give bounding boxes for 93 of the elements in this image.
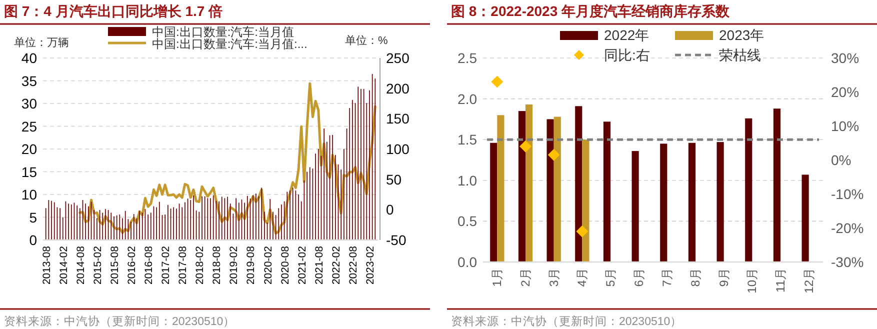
bar [773,108,780,262]
y-axis-title: 单位：万辆 [14,36,69,49]
legend-label: 中国:出口数量:汽车:当月值 [152,25,294,39]
bar [716,142,724,262]
y2-axis-title: 单位：% [345,34,388,47]
y2-tick-label: 0 [386,202,394,218]
x-tick-label: 2014-02 [58,246,70,285]
x-tick-label: 2018-02 [194,246,206,285]
chart-title: 图 7：4 月汽车出口同比增长 1.7 倍 [4,3,223,19]
legend-label: 荣枯线 [719,47,761,63]
bar [575,106,582,262]
bar [518,111,526,262]
x-tick-label: 2014-08 [74,246,87,285]
bar [745,118,752,262]
x-tick-label: 2016-02 [126,246,138,285]
x-tick-label: 2020-08 [279,246,292,285]
x-tick-label: 2020-02 [262,246,274,285]
bar [688,142,696,262]
x-tick-label: 2015-02 [92,246,104,285]
y2-tick-label: 0% [831,152,852,168]
y-tick-label: 20 [21,141,38,157]
y-tick-label: 40 [21,50,38,66]
bar [546,119,554,262]
x-tick-label: 10月 [745,268,760,294]
bar [490,142,498,262]
y-tick-label: 5 [29,209,38,226]
y2-tick-label: 100 [386,141,410,157]
y-tick-label: 15 [21,164,38,180]
y-tick-label: 0.5 [458,213,478,230]
x-tick-label: 2017-02 [160,246,172,285]
y-tick-label: 35 [21,72,38,89]
y2-tick-label: 10% [831,118,860,134]
x-tick-label: 2023-02 [364,246,376,285]
x-tick-label: 6月 [632,268,646,287]
y2-tick-label: 250 [386,50,410,66]
bar [497,115,504,262]
x-tick-label: 2017-08 [177,246,190,285]
x-tick-label: 12月 [802,268,816,294]
y2-tick-label: 200 [386,80,410,96]
y2-tick-label: -10% [831,186,864,202]
x-tick-label: 2022-08 [347,246,360,285]
x-tick-label: 8月 [688,268,702,287]
y-tick-label: 0 [29,232,38,248]
y-tick-label: 0.0 [458,254,478,270]
y-tick-label: 2.5 [458,50,478,66]
legend-label: 中国:出口数量:汽车:当月值:... [152,37,308,51]
y2-tick-label: 20% [831,84,860,100]
x-tick-label: 2016-08 [143,246,156,285]
x-tick-label: 11月 [774,268,788,292]
bar [582,140,590,262]
y2-tick-label: -50 [386,232,406,248]
point [548,148,560,161]
text: 资料来源：中汽协（更新时间：20230510） [451,314,682,328]
y2-tick-label: 50 [386,171,402,188]
y-tick-label: 25 [21,118,38,134]
bar [603,122,610,262]
bar [802,174,809,262]
point [576,225,588,238]
x-tick-label: 5月 [604,268,618,287]
legend-label: 同比:右 [604,47,650,63]
bar [554,116,561,262]
x-tick-label: 2015-08 [108,246,121,285]
y-tick-label: 30 [21,96,38,112]
bar [632,151,639,262]
x-tick-label: 2月 [518,268,532,287]
text: 资料来源：中汽协（更新时间：20230510） [4,314,236,328]
y-tick-label: 1.0 [458,172,478,188]
x-tick-label: 9月 [716,268,731,287]
x-tick-label: 2021-02 [296,246,308,285]
x-tick-label: 4月 [575,268,590,287]
y-tick-label: 1.5 [458,132,478,148]
x-tick-label: 2013-08 [40,246,53,285]
y2-tick-label: -20% [831,220,864,236]
x-tick-label: 2019-02 [228,246,240,285]
y2-tick-label: 150 [386,110,410,127]
chart-title: 图 8：2022-2023 年月度汽车经销商库存系数 [451,3,731,19]
point [520,140,532,152]
x-tick-label: 3月 [546,268,561,287]
x-tick-label: 2019-08 [245,246,258,285]
y2-tick-label: 30% [831,50,860,66]
bar [526,104,533,262]
y2-tick-label: -30% [831,254,864,270]
y-tick-label: 2.0 [458,90,478,107]
x-tick-label: 2021-08 [313,246,326,285]
x-tick-label: 1月 [490,268,504,287]
x-tick-label: 2022-02 [330,246,342,285]
x-tick-label: 7月 [660,268,674,287]
bar [660,144,668,262]
legend-label: 2023年 [719,27,764,43]
point [491,76,504,88]
legend-label: 2022年 [604,27,650,43]
y-tick-label: 10 [21,186,38,202]
x-tick-label: 2018-08 [211,246,224,285]
